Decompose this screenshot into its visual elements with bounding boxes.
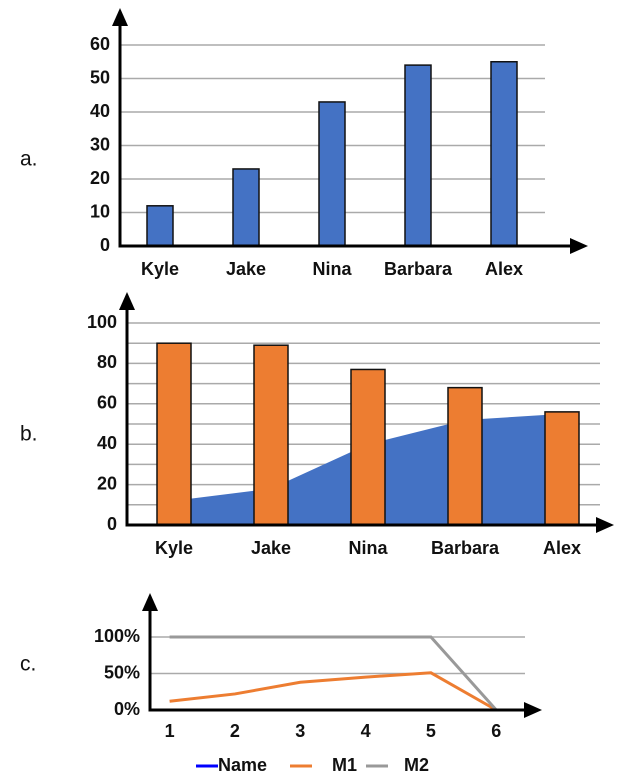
y-tick-label: 20 xyxy=(97,473,117,493)
bar xyxy=(232,168,260,247)
x-tick-label: 5 xyxy=(426,721,436,741)
legend-label: Name xyxy=(218,755,267,775)
panel-label: c. xyxy=(20,653,36,676)
y-tick-label: 30 xyxy=(90,134,110,154)
bar xyxy=(146,205,174,247)
y-tick-label: 0 xyxy=(100,235,110,255)
y-tick-label: 0% xyxy=(114,699,140,719)
y-tick-label: 40 xyxy=(97,433,117,453)
x-tick-label: Nina xyxy=(348,538,388,558)
x-axis-arrow xyxy=(596,517,614,533)
bar xyxy=(318,101,346,247)
y-tick-label: 50 xyxy=(90,67,110,87)
y-axis-arrow xyxy=(142,593,158,611)
x-tick-label: Jake xyxy=(251,538,291,558)
x-tick-label: Barbara xyxy=(431,538,500,558)
x-tick-label: 3 xyxy=(295,721,305,741)
x-tick-label: 2 xyxy=(230,721,240,741)
x-axis-arrow xyxy=(570,238,588,254)
x-tick-label: 1 xyxy=(165,721,175,741)
y-tick-label: 0 xyxy=(107,514,117,534)
bar xyxy=(350,368,386,526)
x-tick-label: Alex xyxy=(543,538,581,558)
bar xyxy=(253,344,289,526)
y-tick-label: 100 xyxy=(87,312,117,332)
x-tick-label: Barbara xyxy=(384,259,453,279)
x-axis-arrow xyxy=(524,702,542,718)
bar xyxy=(404,64,432,247)
y-tick-label: 80 xyxy=(97,352,117,372)
x-tick-label: Alex xyxy=(485,259,523,279)
bar xyxy=(447,386,483,526)
x-tick-label: Jake xyxy=(226,259,266,279)
x-tick-label: Kyle xyxy=(141,259,179,279)
y-tick-label: 100% xyxy=(94,626,140,646)
line xyxy=(169,635,498,712)
panel-label: b. xyxy=(20,423,38,446)
y-axis-arrow xyxy=(112,8,128,26)
legend-label: M1 xyxy=(332,755,357,775)
legend-label: M2 xyxy=(404,755,429,775)
y-tick-label: 50% xyxy=(104,662,140,682)
y-tick-label: 60 xyxy=(97,393,117,413)
x-tick-label: Kyle xyxy=(155,538,193,558)
line xyxy=(169,671,498,712)
y-axis-arrow xyxy=(119,292,135,310)
bar xyxy=(490,61,518,247)
x-tick-label: 4 xyxy=(361,721,371,741)
bar xyxy=(544,411,580,526)
y-tick-label: 10 xyxy=(90,201,110,221)
y-tick-label: 60 xyxy=(90,34,110,54)
y-tick-label: 20 xyxy=(90,168,110,188)
bar xyxy=(156,342,192,526)
x-tick-label: 6 xyxy=(491,721,501,741)
y-tick-label: 40 xyxy=(90,101,110,121)
x-tick-label: Nina xyxy=(312,259,352,279)
panel-label: a. xyxy=(20,148,38,171)
